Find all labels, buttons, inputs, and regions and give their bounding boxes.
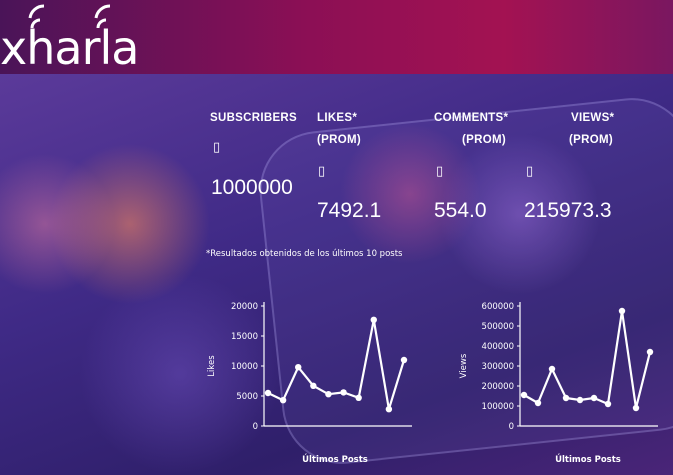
y-axis-label: Views <box>459 353 469 378</box>
data-point <box>355 394 362 401</box>
y-tick-label: 400000 <box>482 342 514 352</box>
subscribers-value: 1000000 <box>211 176 293 199</box>
data-point <box>632 404 640 412</box>
likes-icon: ▯ <box>318 164 326 179</box>
data-point <box>618 307 626 315</box>
y-tick-label: 20000 <box>231 302 258 312</box>
y-tick-label: 10000 <box>231 362 258 372</box>
subscribers-label: SUBSCRIBERS <box>210 112 298 124</box>
views-label: VIEWS* <box>571 112 615 124</box>
stats-panel: SUBSCRIBERS ▯ 1000000 LIKES* (PROM) ▯ 74… <box>0 74 673 475</box>
y-tick-label: 500000 <box>482 322 514 332</box>
data-point <box>646 348 654 356</box>
data-point <box>310 382 317 389</box>
y-tick-label: 0 <box>253 422 258 432</box>
header-bar: xharla <box>0 0 673 75</box>
data-point <box>534 399 542 407</box>
data-point <box>576 396 584 404</box>
series-line <box>523 309 652 410</box>
data-point <box>604 400 612 408</box>
data-point <box>264 389 272 397</box>
y-tick-label: 15000 <box>231 332 258 342</box>
data-point <box>590 394 598 402</box>
y-tick-label: 100000 <box>482 402 514 412</box>
data-point <box>400 356 408 364</box>
y-axis-label: Likes <box>207 355 217 377</box>
data-point <box>340 389 347 396</box>
series-line <box>267 318 406 411</box>
data-point <box>295 364 302 371</box>
data-point <box>370 316 377 323</box>
signal-icon <box>28 4 111 29</box>
y-tick-label: 300000 <box>482 362 514 372</box>
y-tick-label: 600000 <box>482 302 514 312</box>
data-point <box>562 394 570 402</box>
y-tick-label: 0 <box>509 422 514 432</box>
logo-text: xharla <box>0 21 139 75</box>
data-point <box>520 391 528 399</box>
views-value: 215973.3 <box>524 199 612 222</box>
data-point <box>548 365 556 373</box>
views-sublabel: (PROM) <box>569 134 613 146</box>
data-point <box>325 391 332 398</box>
data-point <box>385 406 393 413</box>
xharla-logo[interactable]: xharla <box>0 4 150 75</box>
x-axis-label: Últimos Posts <box>302 453 368 465</box>
likes-value: 7492.1 <box>317 199 382 222</box>
footnote: *Resultados obtenidos de los últimos 10 … <box>206 249 403 259</box>
views-chart: 0 100000 200000 300000 400000 500000 600000 Vie… <box>459 302 658 465</box>
x-axis-label: Últimos Posts <box>555 453 621 465</box>
comments-sublabel: (PROM) <box>462 134 506 146</box>
comments-value: 554.0 <box>434 199 487 222</box>
y-tick-label: 200000 <box>482 382 514 392</box>
subscribers-icon: ▯ <box>213 140 221 155</box>
views-icon: ▯ <box>526 164 534 179</box>
comments-icon: ▯ <box>436 164 444 179</box>
comments-label: COMMENTS* <box>434 112 509 124</box>
data-point <box>279 397 287 404</box>
likes-label: LIKES* <box>317 112 358 124</box>
y-tick-label: 5000 <box>236 392 258 402</box>
likes-chart: 0 5000 10000 15000 20000 Likes Últimos Posts <box>207 302 412 465</box>
likes-sublabel: (PROM) <box>317 134 361 146</box>
